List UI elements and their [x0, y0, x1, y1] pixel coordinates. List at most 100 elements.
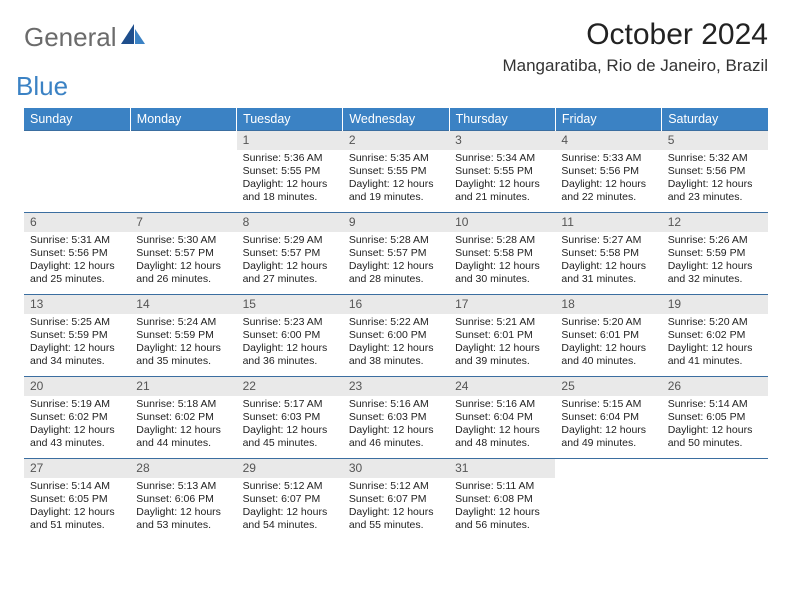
sunset-line: Sunset: 5:57 PM	[243, 247, 337, 260]
calendar-empty-cell	[24, 131, 130, 213]
daylight-line-2: and 23 minutes.	[668, 191, 762, 204]
sunset-line: Sunset: 5:58 PM	[561, 247, 655, 260]
daylight-line-2: and 21 minutes.	[455, 191, 549, 204]
weekday-header: Wednesday	[343, 108, 449, 131]
sunrise-line: Sunrise: 5:14 AM	[30, 480, 124, 493]
daylight-line-1: Daylight: 12 hours	[30, 424, 124, 437]
day-body: Sunrise: 5:30 AMSunset: 5:57 PMDaylight:…	[130, 232, 236, 291]
day-body: Sunrise: 5:19 AMSunset: 6:02 PMDaylight:…	[24, 396, 130, 455]
calendar-day-cell: 27Sunrise: 5:14 AMSunset: 6:05 PMDayligh…	[24, 459, 130, 541]
calendar-day-cell: 9Sunrise: 5:28 AMSunset: 5:57 PMDaylight…	[343, 213, 449, 295]
day-body: Sunrise: 5:35 AMSunset: 5:55 PMDaylight:…	[343, 150, 449, 209]
brand-logo: General Blue	[24, 22, 147, 102]
day-number: 30	[343, 459, 449, 478]
sunrise-line: Sunrise: 5:20 AM	[668, 316, 762, 329]
day-number: 28	[130, 459, 236, 478]
day-number: 25	[555, 377, 661, 396]
sunrise-line: Sunrise: 5:32 AM	[668, 152, 762, 165]
sunrise-line: Sunrise: 5:15 AM	[561, 398, 655, 411]
calendar-day-cell: 19Sunrise: 5:20 AMSunset: 6:02 PMDayligh…	[662, 295, 768, 377]
daylight-line-2: and 48 minutes.	[455, 437, 549, 450]
calendar-day-cell: 3Sunrise: 5:34 AMSunset: 5:55 PMDaylight…	[449, 131, 555, 213]
daylight-line-1: Daylight: 12 hours	[136, 506, 230, 519]
sunrise-line: Sunrise: 5:11 AM	[455, 480, 549, 493]
daylight-line-2: and 35 minutes.	[136, 355, 230, 368]
daylight-line-2: and 53 minutes.	[136, 519, 230, 532]
sunset-line: Sunset: 6:05 PM	[668, 411, 762, 424]
daylight-line-2: and 55 minutes.	[349, 519, 443, 532]
weekday-header: Monday	[130, 108, 236, 131]
day-body: Sunrise: 5:29 AMSunset: 5:57 PMDaylight:…	[237, 232, 343, 291]
daylight-line-2: and 50 minutes.	[668, 437, 762, 450]
sunset-line: Sunset: 6:03 PM	[349, 411, 443, 424]
daylight-line-1: Daylight: 12 hours	[349, 424, 443, 437]
daylight-line-2: and 38 minutes.	[349, 355, 443, 368]
daylight-line-1: Daylight: 12 hours	[349, 178, 443, 191]
daylight-line-1: Daylight: 12 hours	[668, 178, 762, 191]
calendar-day-cell: 7Sunrise: 5:30 AMSunset: 5:57 PMDaylight…	[130, 213, 236, 295]
day-body: Sunrise: 5:17 AMSunset: 6:03 PMDaylight:…	[237, 396, 343, 455]
daylight-line-2: and 18 minutes.	[243, 191, 337, 204]
day-body: Sunrise: 5:22 AMSunset: 6:00 PMDaylight:…	[343, 314, 449, 373]
sunset-line: Sunset: 6:07 PM	[243, 493, 337, 506]
daylight-line-2: and 40 minutes.	[561, 355, 655, 368]
day-number: 21	[130, 377, 236, 396]
sunrise-line: Sunrise: 5:23 AM	[243, 316, 337, 329]
sunset-line: Sunset: 5:57 PM	[349, 247, 443, 260]
daylight-line-1: Daylight: 12 hours	[668, 260, 762, 273]
day-number: 29	[237, 459, 343, 478]
calendar-day-cell: 30Sunrise: 5:12 AMSunset: 6:07 PMDayligh…	[343, 459, 449, 541]
daylight-line-1: Daylight: 12 hours	[30, 506, 124, 519]
calendar-empty-cell	[555, 459, 661, 541]
day-body: Sunrise: 5:12 AMSunset: 6:07 PMDaylight:…	[237, 478, 343, 537]
sunrise-line: Sunrise: 5:30 AM	[136, 234, 230, 247]
day-number: 1	[237, 131, 343, 150]
day-body: Sunrise: 5:15 AMSunset: 6:04 PMDaylight:…	[555, 396, 661, 455]
day-number: 24	[449, 377, 555, 396]
title-block: October 2024 Mangaratiba, Rio de Janeiro…	[502, 18, 768, 76]
day-number: 14	[130, 295, 236, 314]
sunset-line: Sunset: 5:55 PM	[349, 165, 443, 178]
daylight-line-1: Daylight: 12 hours	[136, 342, 230, 355]
day-body: Sunrise: 5:20 AMSunset: 6:02 PMDaylight:…	[662, 314, 768, 373]
daylight-line-1: Daylight: 12 hours	[243, 178, 337, 191]
day-body: Sunrise: 5:28 AMSunset: 5:57 PMDaylight:…	[343, 232, 449, 291]
sunset-line: Sunset: 6:01 PM	[455, 329, 549, 342]
daylight-line-2: and 34 minutes.	[30, 355, 124, 368]
sunset-line: Sunset: 6:06 PM	[136, 493, 230, 506]
daylight-line-2: and 28 minutes.	[349, 273, 443, 286]
calendar-day-cell: 5Sunrise: 5:32 AMSunset: 5:56 PMDaylight…	[662, 131, 768, 213]
day-body: Sunrise: 5:25 AMSunset: 5:59 PMDaylight:…	[24, 314, 130, 373]
calendar-table: SundayMondayTuesdayWednesdayThursdayFrid…	[24, 108, 768, 540]
daylight-line-1: Daylight: 12 hours	[455, 342, 549, 355]
day-number: 31	[449, 459, 555, 478]
sunset-line: Sunset: 6:03 PM	[243, 411, 337, 424]
day-body: Sunrise: 5:18 AMSunset: 6:02 PMDaylight:…	[130, 396, 236, 455]
day-body: Sunrise: 5:14 AMSunset: 6:05 PMDaylight:…	[662, 396, 768, 455]
daylight-line-1: Daylight: 12 hours	[668, 342, 762, 355]
day-number: 15	[237, 295, 343, 314]
calendar-day-cell: 22Sunrise: 5:17 AMSunset: 6:03 PMDayligh…	[237, 377, 343, 459]
sunrise-line: Sunrise: 5:24 AM	[136, 316, 230, 329]
calendar-day-cell: 24Sunrise: 5:16 AMSunset: 6:04 PMDayligh…	[449, 377, 555, 459]
sunrise-line: Sunrise: 5:17 AM	[243, 398, 337, 411]
day-number: 11	[555, 213, 661, 232]
sunset-line: Sunset: 6:01 PM	[561, 329, 655, 342]
daylight-line-1: Daylight: 12 hours	[455, 506, 549, 519]
daylight-line-2: and 25 minutes.	[30, 273, 124, 286]
sunrise-line: Sunrise: 5:35 AM	[349, 152, 443, 165]
day-body: Sunrise: 5:13 AMSunset: 6:06 PMDaylight:…	[130, 478, 236, 537]
weekday-header: Tuesday	[237, 108, 343, 131]
day-body: Sunrise: 5:34 AMSunset: 5:55 PMDaylight:…	[449, 150, 555, 209]
sunset-line: Sunset: 6:05 PM	[30, 493, 124, 506]
sunset-line: Sunset: 6:02 PM	[30, 411, 124, 424]
calendar-day-cell: 31Sunrise: 5:11 AMSunset: 6:08 PMDayligh…	[449, 459, 555, 541]
calendar-day-cell: 18Sunrise: 5:20 AMSunset: 6:01 PMDayligh…	[555, 295, 661, 377]
daylight-line-2: and 43 minutes.	[30, 437, 124, 450]
sunset-line: Sunset: 6:02 PM	[136, 411, 230, 424]
sunrise-line: Sunrise: 5:16 AM	[349, 398, 443, 411]
sunrise-line: Sunrise: 5:31 AM	[30, 234, 124, 247]
sunrise-line: Sunrise: 5:33 AM	[561, 152, 655, 165]
daylight-line-2: and 51 minutes.	[30, 519, 124, 532]
sunrise-line: Sunrise: 5:29 AM	[243, 234, 337, 247]
